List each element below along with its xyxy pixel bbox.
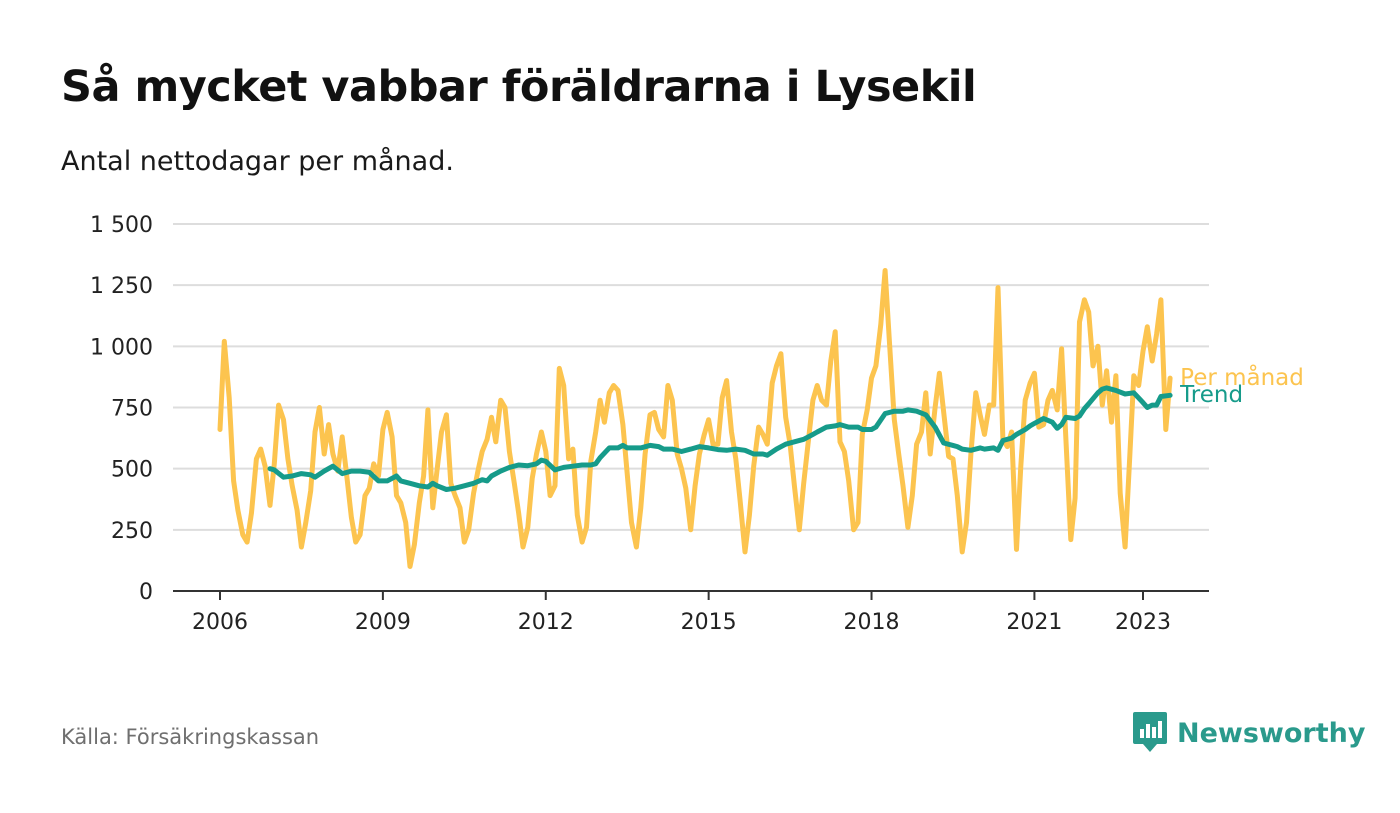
series-line-per-manad	[217, 268, 1173, 569]
newsworthy-logo-icon	[1133, 712, 1167, 752]
y-tick-label: 1 000	[90, 335, 153, 360]
x-tick-label: 2012	[518, 610, 574, 635]
y-tick-label: 750	[111, 397, 153, 422]
series-label-trend: Trend	[1179, 382, 1243, 408]
y-tick-label: 1 500	[90, 213, 153, 238]
x-tick-label: 2023	[1115, 610, 1171, 635]
series-line-trend	[267, 385, 1173, 492]
source-note: Källa: Försäkringskassan	[61, 725, 320, 749]
x-tick-label: 2009	[355, 610, 411, 635]
x-tick-label: 2015	[681, 610, 737, 635]
chart-title: Så mycket vabbar föräldrarna i Lysekil	[61, 62, 977, 112]
brand-name: Newsworthy	[1177, 717, 1366, 749]
y-tick-label: 250	[111, 519, 153, 544]
x-tick-label: 2021	[1006, 610, 1062, 635]
y-tick-label: 0	[139, 580, 153, 605]
x-tick-label: 2006	[192, 610, 248, 635]
series-label-per-manad: Per månad	[1180, 363, 1304, 391]
y-tick-label: 1 250	[90, 274, 153, 299]
y-tick-label: 500	[111, 458, 153, 483]
brand-logo[interactable]: Newsworthy	[1133, 711, 1365, 755]
chart-subtitle: Antal nettodagar per månad.	[61, 146, 454, 177]
x-tick-label: 2018	[844, 610, 900, 635]
